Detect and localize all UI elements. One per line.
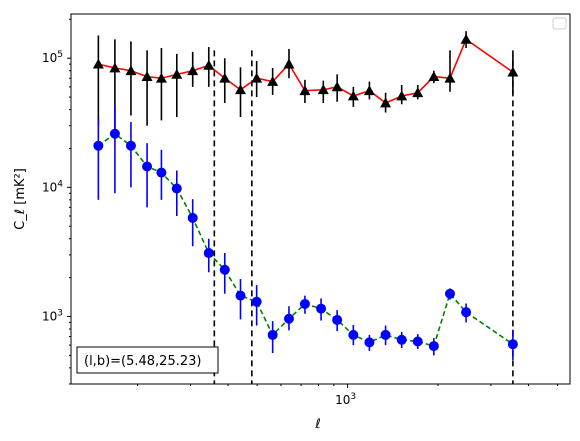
circle-marker: [171, 183, 182, 194]
circle-marker: [348, 329, 359, 340]
markers: [92, 33, 519, 352]
y-tick-label: 105: [42, 50, 63, 65]
triangle-marker: [412, 87, 424, 98]
y-tick-label: 104: [42, 179, 63, 194]
triangle-marker: [141, 71, 153, 82]
triangle-marker: [187, 65, 199, 76]
circle-marker: [299, 298, 310, 309]
triangle-marker: [444, 72, 456, 83]
triangle-marker: [283, 58, 295, 69]
triangle-marker: [396, 90, 408, 101]
triangle-marker: [460, 33, 472, 44]
triangle-marker: [428, 71, 440, 82]
circle-marker: [316, 303, 327, 314]
x-axis-ticks: 103: [137, 384, 559, 407]
circle-marker: [444, 288, 455, 299]
triangle-marker: [317, 84, 329, 95]
circle-marker: [203, 248, 214, 259]
circle-marker: [156, 167, 167, 178]
triangle-marker: [299, 85, 311, 96]
vertical-lines: [213, 50, 514, 384]
circle-marker: [125, 140, 136, 151]
y-axis-label: C_ℓ [mK²]: [13, 168, 28, 230]
annotation-box: (l,b)=(5.48,25.23): [76, 346, 219, 374]
x-axis-label: ℓ: [314, 417, 320, 432]
triangle-marker: [92, 58, 104, 69]
x-tick-label: 103: [335, 392, 356, 407]
circle-marker: [332, 314, 343, 325]
circle-marker: [364, 337, 375, 348]
annotation-text: (l,b)=(5.48,25.23): [84, 354, 201, 369]
circle-marker: [219, 264, 230, 275]
circle-marker: [142, 161, 153, 172]
plot-frame: [70, 13, 571, 385]
plot-background: [71, 14, 570, 384]
triangle-marker: [347, 90, 359, 101]
y-axis-ticks: 103 104 105: [42, 18, 71, 385]
circle-marker: [461, 307, 472, 318]
circle-marker: [507, 339, 518, 350]
circle-marker: [235, 290, 246, 301]
circle-marker: [380, 329, 391, 340]
triangle-marker: [267, 76, 279, 86]
circle-marker: [251, 296, 262, 307]
triangle-marker: [155, 72, 167, 83]
triangle-marker: [109, 62, 121, 73]
triangle-marker: [507, 66, 519, 77]
triangle-marker: [331, 81, 343, 92]
triangle-marker: [219, 72, 231, 83]
triangle-marker: [363, 85, 375, 96]
circle-marker: [109, 128, 120, 139]
circle-marker: [428, 341, 439, 352]
circle-marker: [396, 334, 407, 345]
triangle-marker: [203, 59, 215, 70]
legend-box: [552, 17, 567, 30]
circle-marker: [412, 336, 423, 347]
triangle-marker: [251, 72, 263, 83]
y-tick-label: 103: [42, 308, 63, 323]
triangle-marker: [235, 84, 247, 95]
triangle-marker: [380, 97, 392, 108]
circle-marker: [93, 140, 104, 151]
triangle-marker: [125, 65, 137, 76]
circle-marker: [283, 313, 294, 324]
circle-marker: [187, 212, 198, 223]
triangle-marker: [171, 68, 183, 79]
circle-marker: [267, 329, 278, 340]
